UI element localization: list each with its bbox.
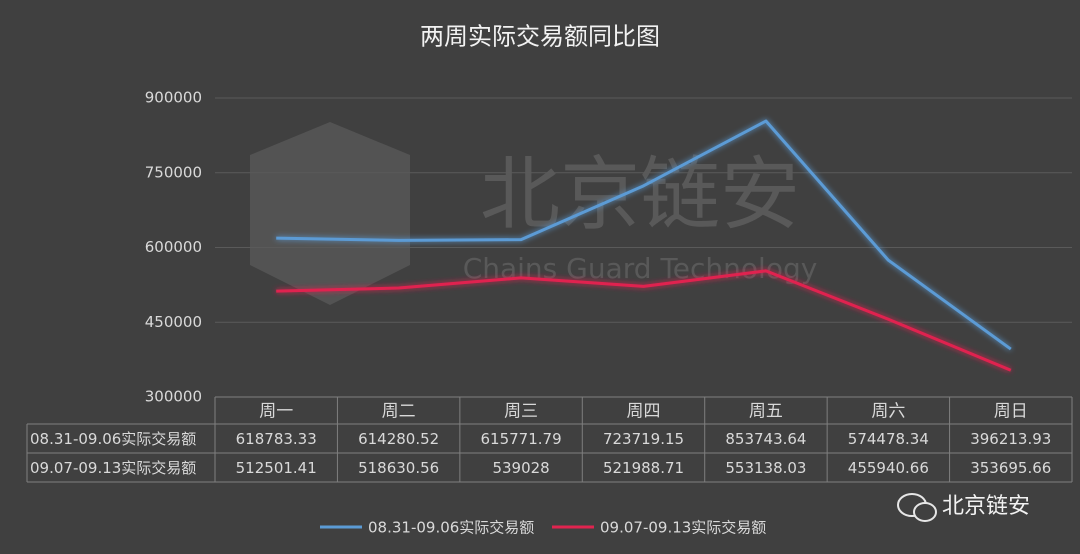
legend-label: 08.31-09.06实际交易额: [368, 519, 534, 537]
watermark-logo: [250, 122, 410, 305]
y-tick-label: 750000: [145, 163, 202, 181]
x-tick-label: 周日: [994, 402, 1028, 422]
table-cell: 618783.33: [236, 430, 317, 448]
data-table: 周一 周二 周三 周四 周五 周六 周日 08.31-09.06实际交易额 618783.33 6…: [26, 396, 1073, 483]
table-row-label: 09.07-09.13实际交易额: [30, 459, 196, 477]
table-row-label: 08.31-09.06实际交易额: [30, 430, 196, 448]
legend: 08.31-09.06实际交易额 09.07-09.13实际交易额: [320, 519, 766, 537]
table-cell: 512501.41: [236, 459, 317, 477]
y-tick-label: 600000: [145, 238, 202, 256]
logo-text: 北京链安: [942, 494, 1030, 519]
table-cell: 396213.93: [970, 430, 1051, 448]
legend-label: 09.07-09.13实际交易额: [600, 519, 766, 537]
x-tick-label: 周五: [749, 402, 783, 422]
y-tick-label: 300000: [145, 388, 202, 406]
x-tick-label: 周六: [871, 402, 905, 422]
table-cell: 539028: [492, 459, 549, 477]
chart-title: 两周实际交易额同比图: [420, 23, 660, 51]
table-cell: 615771.79: [481, 430, 562, 448]
x-tick-label: 周三: [504, 402, 538, 422]
logo-icon: [913, 502, 937, 522]
plot: [276, 119, 1012, 372]
table-cell: 614280.52: [358, 430, 439, 448]
table-cell: 574478.34: [848, 430, 929, 448]
table-cell: 723719.15: [603, 430, 684, 448]
y-tick-label: 450000: [145, 313, 202, 331]
y-tick-label: 900000: [145, 89, 202, 107]
series-line: [276, 119, 1012, 351]
x-tick-label: 周二: [382, 402, 416, 422]
watermark-subtitle: Chains Guard Technology: [463, 252, 818, 285]
x-tick-label: 周一: [259, 402, 293, 422]
table-cell: 853743.64: [725, 430, 806, 448]
watermark-title: 北京链安: [480, 148, 800, 241]
logo: 北京链安: [897, 493, 1030, 522]
watermark: 北京链安 Chains Guard Technology: [250, 122, 817, 305]
table-cell: 353695.66: [970, 459, 1051, 477]
table-cell: 521988.71: [603, 459, 684, 477]
x-tick-label: 周四: [627, 402, 661, 422]
table-cell: 553138.03: [725, 459, 806, 477]
table-cell: 518630.56: [358, 459, 439, 477]
series-line: [276, 269, 1012, 372]
table-cell: 455940.66: [848, 459, 929, 477]
